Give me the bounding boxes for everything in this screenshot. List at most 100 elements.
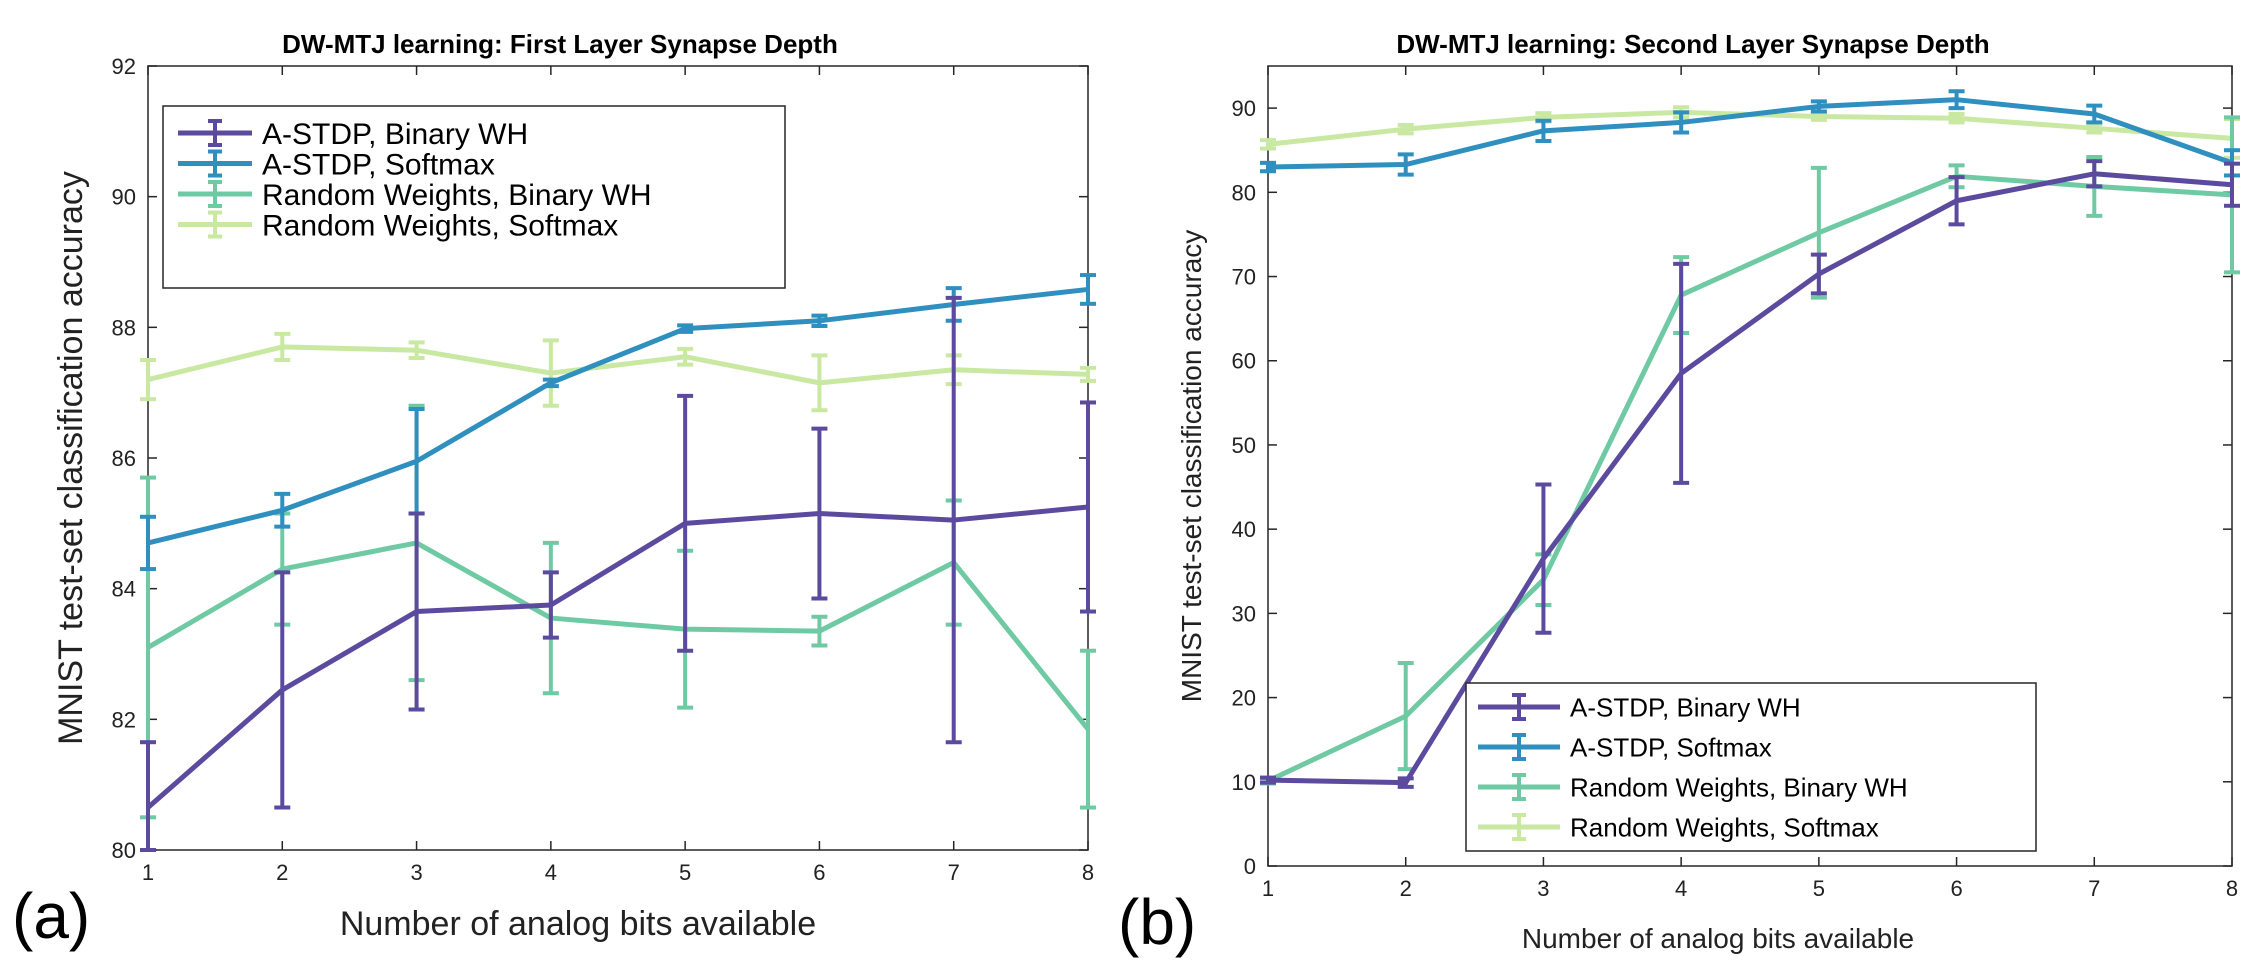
error-bar [1080, 273, 1096, 306]
y-tick-label: 0 [1244, 854, 1256, 879]
error-bar [1260, 160, 1276, 174]
error-bar [1535, 118, 1552, 143]
legend-entry: Random Weights, Softmax [178, 209, 618, 242]
series-1 [1260, 159, 2240, 789]
error-bar [274, 491, 291, 529]
y-tick-label: 50 [1232, 433, 1256, 458]
x-tick-label: 4 [545, 860, 557, 885]
error-bar [1080, 365, 1096, 383]
error-bar [811, 313, 828, 329]
y-tick-label: 70 [1232, 265, 1256, 290]
error-bar [542, 377, 559, 389]
series-line [1267, 171, 2233, 786]
error-bar [2224, 161, 2240, 208]
panel-label-a: (a) [12, 880, 90, 952]
chart-b-xlabel: Number of analog bits available [1522, 923, 1914, 954]
x-tick-label: 7 [948, 860, 960, 885]
error-bar [140, 740, 156, 852]
y-tick-label: 82 [112, 707, 136, 732]
chart-a-legend-box [162, 105, 786, 289]
error-bar [1673, 110, 1690, 135]
legend-entry: A-STDP, Softmax [1478, 732, 1772, 762]
x-tick-label: 8 [1082, 860, 1094, 885]
error-bar [1948, 112, 1965, 125]
x-tick-label: 5 [1813, 876, 1825, 901]
error-bar [1397, 776, 1414, 789]
y-tick-label: 30 [1232, 601, 1256, 626]
x-tick-label: 8 [2226, 876, 2238, 901]
x-tick-label: 5 [679, 860, 691, 885]
legend-label: Random Weights, Binary WH [262, 179, 652, 212]
legend-label: A-STDP, Softmax [262, 148, 495, 181]
legend-label: Random Weights, Binary WH [1570, 772, 1908, 802]
error-bar [1397, 661, 1414, 772]
error-bar [1397, 152, 1414, 177]
legend-entry: Random Weights, Binary WH [178, 179, 652, 212]
chart-b-title: DW-MTJ learning: Second Layer Synapse De… [1396, 29, 1989, 59]
error-bar [408, 511, 425, 712]
y-tick-label: 20 [1232, 686, 1256, 711]
series-line [147, 286, 1089, 546]
y-tick-label: 84 [112, 577, 136, 602]
error-bar [408, 340, 425, 361]
series-line [1266, 173, 2233, 784]
x-tick-label: 1 [142, 860, 154, 885]
chart-a-legend: A-STDP, Binary WH A-STDP, SoftmaxRandom … [162, 105, 786, 289]
x-tick-label: 6 [813, 860, 825, 885]
x-tick-label: 6 [1950, 876, 1962, 901]
y-tick-label: 90 [1232, 96, 1256, 121]
x-tick-label: 2 [1400, 876, 1412, 901]
legend-entry: Random Weights, Binary WH [1478, 772, 1908, 802]
error-bar [945, 295, 962, 745]
chart-b: DW-MTJ learning: Second Layer Synapse De… [1118, 29, 2240, 958]
error-bar [2086, 159, 2103, 189]
chart-a-xlabel: Number of analog bits available [340, 905, 816, 943]
chart-a: DW-MTJ learning: First Layer Synapse Dep… [12, 29, 1096, 952]
x-tick-label: 7 [2088, 876, 2100, 901]
chart-b-legend: A-STDP, Binary WH A-STDP, Softmax Random … [1465, 682, 2037, 852]
error-bar [542, 570, 559, 640]
error-bar [1535, 482, 1552, 635]
error-bar [677, 393, 694, 653]
error-bar [542, 338, 559, 408]
series-line [146, 504, 1089, 810]
error-bar [2086, 103, 2103, 125]
series-line [1267, 97, 2233, 170]
y-tick-label: 92 [112, 54, 136, 79]
error-bar [274, 570, 291, 810]
series-line [146, 540, 1090, 731]
x-tick-label: 1 [1262, 876, 1274, 901]
x-tick-label: 3 [1537, 876, 1549, 901]
legend-label: Random Weights, Softmax [262, 209, 618, 242]
error-bar [811, 614, 828, 648]
error-bar [1948, 89, 1965, 111]
error-bar [1810, 252, 1827, 296]
error-bar [811, 353, 828, 413]
legend-label: A-STDP, Softmax [1570, 732, 1772, 762]
legend-entry: A-STDP, Binary WH [178, 118, 528, 151]
chart-b-ylabel: MNIST test-set classification accuracy [1176, 230, 1207, 703]
y-tick-label: 80 [112, 838, 136, 863]
y-tick-label: 88 [112, 315, 136, 340]
chart-b-legend-box [1465, 682, 2037, 852]
chart-a-ylabel: MNIST test-set classification accuracy [52, 171, 90, 745]
error-bar [1080, 648, 1096, 810]
error-bar [677, 323, 694, 334]
y-tick-label: 60 [1232, 349, 1256, 374]
y-tick-label: 90 [112, 185, 136, 210]
y-tick-label: 86 [112, 446, 136, 471]
series-2 [1260, 89, 2240, 178]
error-bar [140, 358, 156, 402]
panel-label-b: (b) [1118, 886, 1196, 958]
x-tick-label: 4 [1675, 876, 1687, 901]
y-tick-label: 10 [1232, 770, 1256, 795]
error-bar [677, 346, 694, 367]
error-bar [1080, 400, 1096, 614]
y-tick-label: 80 [1232, 180, 1256, 205]
error-bar [1810, 99, 1827, 114]
legend-entry: A-STDP, Binary WH [1478, 692, 1801, 722]
error-bar [274, 331, 291, 362]
error-bar [1397, 122, 1414, 136]
error-bar [140, 514, 156, 572]
legend-entry: A-STDP, Softmax [178, 148, 495, 181]
